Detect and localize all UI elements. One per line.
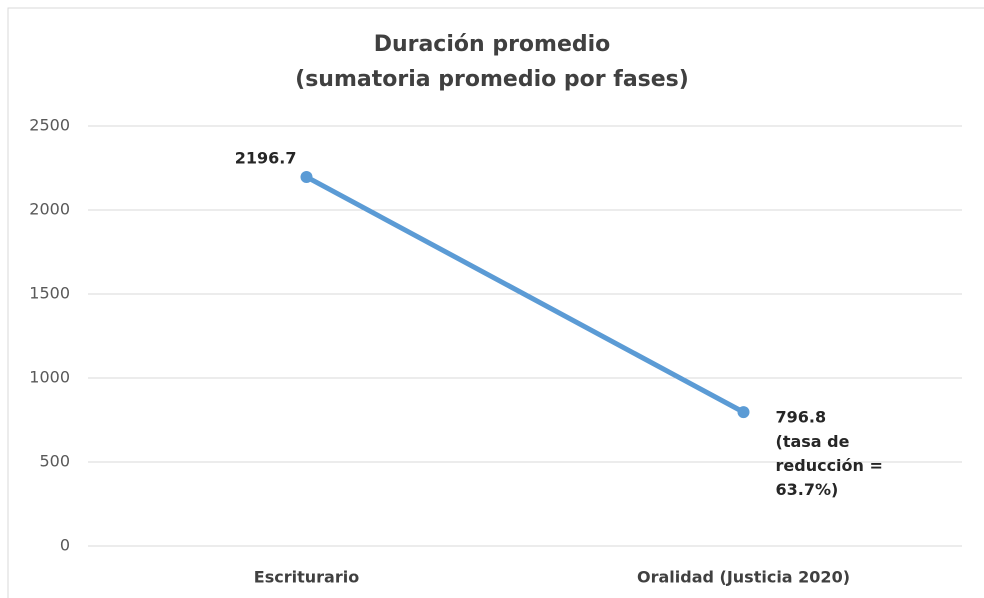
y-tick-label: 2000 [29, 200, 70, 219]
x-tick-label: Oralidad (Justicia 2020) [637, 568, 850, 587]
annotation: (tasa de reducción = 63.7%) [776, 432, 883, 499]
y-tick-label: 1500 [29, 284, 70, 303]
data-label: 796.8 [776, 408, 827, 427]
line [304, 174, 746, 415]
data-label: 2196.7 [235, 148, 297, 167]
point [300, 170, 313, 183]
y-tick-label: 1000 [29, 368, 70, 387]
y-tick-label: 2500 [29, 116, 70, 135]
y-tick-label: 0 [60, 536, 70, 555]
point [737, 406, 750, 419]
chart-subtitle: (sumatoria promedio por fases) [295, 67, 689, 92]
y-tick-label: 500 [39, 452, 70, 471]
chart-title: Duración promedio [374, 32, 611, 57]
x-tick-label: Escriturario [254, 568, 359, 587]
chart-frame [7, 7, 984, 598]
